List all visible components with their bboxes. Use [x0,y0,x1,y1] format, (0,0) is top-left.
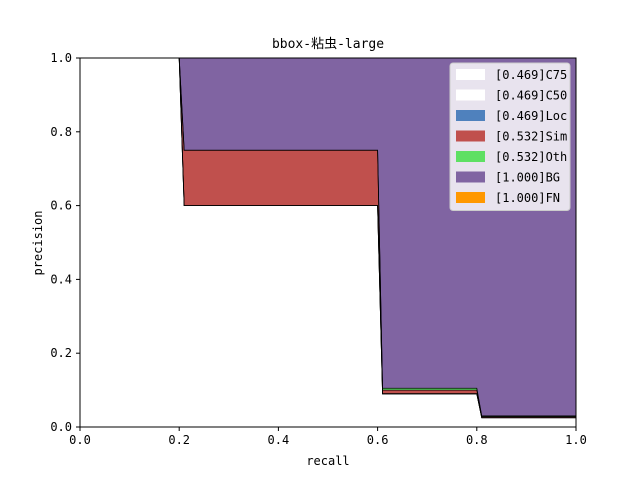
x-tick-label: 0.8 [466,433,488,447]
legend-label: [1.000]FN [495,191,560,205]
x-tick-label: 0.4 [268,433,290,447]
legend-label: [0.532]Sim [495,130,567,144]
y-tick-label: 0.0 [50,420,72,434]
legend-swatch [456,171,485,183]
area-0-469-c75 [80,58,576,427]
legend: [0.469]C75 [0.469]C50 [0.469]Loc [0.532]Sim… [449,62,571,211]
legend-label: [1.000]BG [495,171,560,185]
legend-swatch [456,192,485,203]
y-tick-label: 0.4 [50,272,72,286]
legend-label: [0.532]Oth [495,150,567,164]
legend-swatch [456,110,485,121]
legend-label: [0.469]C75 [495,68,567,82]
chart-title: bbox-粘虫-large [272,37,384,52]
y-tick-label: 1.0 [50,51,72,65]
y-tick-label: 0.6 [50,199,72,213]
legend-swatch [456,69,485,80]
x-tick-label: 0.2 [168,433,190,447]
x-tick-label: 0.6 [367,433,389,447]
legend-swatch [456,89,485,101]
legend-swatch [456,151,485,162]
y-tick-label: 0.8 [50,125,72,139]
legend-label: [0.469]Loc [495,109,567,123]
plot-frame [79,57,577,428]
x-tick-label: 0.0 [69,433,91,447]
x-axis-label: recall [306,454,349,468]
legend-swatch [456,130,485,142]
y-axis-label: precision [31,210,45,275]
y-tick-label: 0.2 [50,346,72,360]
x-tick-label: 1.0 [565,433,587,447]
axes: 0.0 0.2 0.4 0.6 0.8 1.0 0.0 0.2 0.4 0.6 0.8 1.0 [50,51,587,447]
curve-0-532-oth [80,57,576,417]
legend-label: [0.469]C50 [495,89,567,103]
